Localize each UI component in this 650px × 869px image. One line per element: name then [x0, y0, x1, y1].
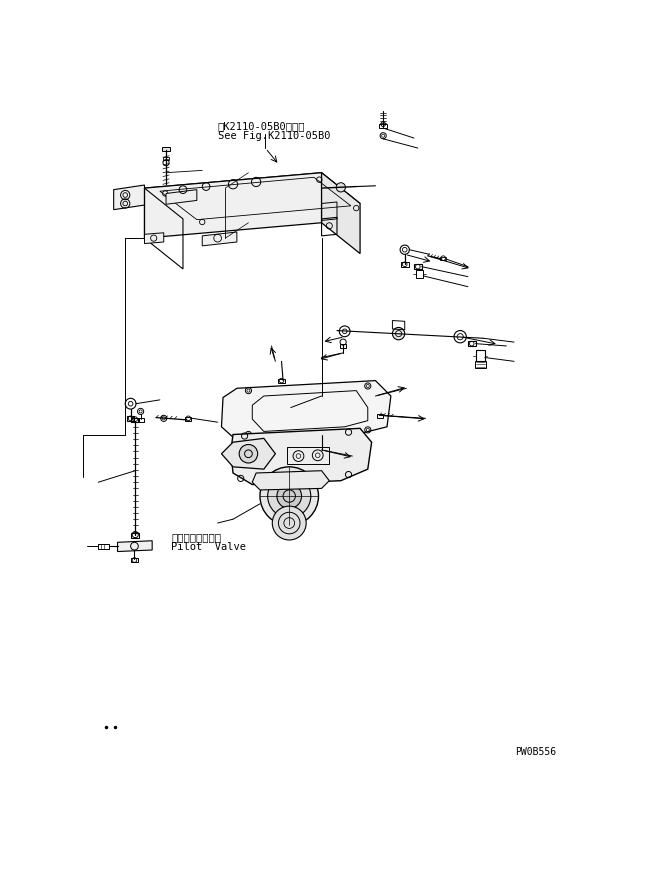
- Polygon shape: [222, 381, 391, 441]
- Text: PW0B556: PW0B556: [515, 746, 556, 757]
- Polygon shape: [114, 186, 144, 210]
- Text: パイロットバルブ: パイロットバルブ: [172, 531, 222, 541]
- Text: 第K2110-05B0図参照: 第K2110-05B0図参照: [218, 121, 305, 131]
- Bar: [131, 559, 138, 562]
- Polygon shape: [118, 541, 152, 552]
- Bar: [185, 417, 192, 421]
- Circle shape: [277, 484, 302, 509]
- Polygon shape: [322, 174, 360, 255]
- Bar: [474, 362, 486, 368]
- Bar: [131, 534, 139, 538]
- Bar: [440, 257, 445, 261]
- Bar: [278, 380, 285, 383]
- Bar: [380, 125, 387, 129]
- Bar: [476, 350, 485, 362]
- Bar: [468, 342, 476, 347]
- Polygon shape: [231, 428, 372, 485]
- Polygon shape: [202, 233, 237, 247]
- Circle shape: [393, 328, 405, 341]
- Polygon shape: [166, 190, 197, 205]
- Polygon shape: [222, 439, 276, 469]
- Polygon shape: [144, 174, 322, 239]
- Bar: [98, 544, 109, 549]
- Bar: [131, 418, 139, 422]
- Text: See Fig.K2110-05B0: See Fig.K2110-05B0: [218, 130, 330, 141]
- Bar: [162, 148, 170, 152]
- Circle shape: [260, 468, 318, 526]
- Circle shape: [272, 507, 306, 541]
- Circle shape: [239, 445, 257, 463]
- Polygon shape: [144, 234, 164, 244]
- Bar: [127, 416, 135, 421]
- Bar: [287, 448, 330, 464]
- Bar: [163, 157, 169, 161]
- Polygon shape: [144, 174, 360, 220]
- Text: Pilot  Valve: Pilot Valve: [172, 541, 246, 551]
- Bar: [138, 419, 144, 422]
- Bar: [377, 415, 384, 419]
- Circle shape: [336, 183, 345, 193]
- Circle shape: [268, 475, 311, 518]
- Polygon shape: [252, 471, 330, 490]
- Bar: [401, 262, 409, 268]
- Bar: [340, 344, 346, 348]
- Bar: [318, 434, 324, 437]
- Bar: [415, 271, 423, 279]
- Bar: [414, 264, 422, 269]
